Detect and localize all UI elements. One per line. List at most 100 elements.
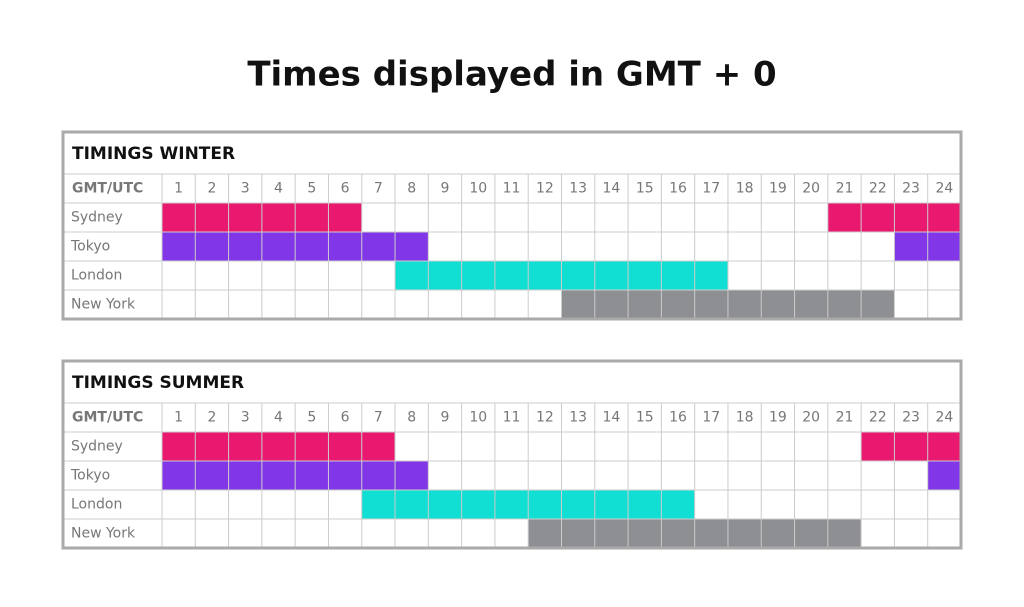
active-cell <box>561 261 595 290</box>
active-cell <box>528 261 562 290</box>
active-cell <box>927 203 961 232</box>
active-cell <box>594 519 629 548</box>
hour-label: 14 <box>603 181 621 197</box>
hour-label: 22 <box>869 181 887 197</box>
hour-label: 20 <box>802 410 820 426</box>
active-cell <box>827 519 862 548</box>
active-cell <box>794 519 828 548</box>
active-cell <box>395 490 429 519</box>
active-cell <box>295 461 329 490</box>
active-cell <box>261 232 296 261</box>
hour-label: 7 <box>374 181 383 197</box>
hour-label: 5 <box>307 410 316 426</box>
active-cell <box>694 519 728 548</box>
hour-label: 16 <box>669 410 687 426</box>
hour-label: 8 <box>407 181 416 197</box>
hour-label: 13 <box>569 410 587 426</box>
hour-label: 18 <box>736 181 754 197</box>
hour-label: 13 <box>569 181 587 197</box>
hour-label: 1 <box>174 181 183 197</box>
header-label: GMT/UTC <box>72 181 143 197</box>
active-cell <box>428 261 462 290</box>
table-border <box>61 130 963 321</box>
active-cell <box>761 290 795 319</box>
row-label: Tokyo <box>70 239 110 255</box>
active-cell <box>395 261 429 290</box>
hour-label: 21 <box>836 410 854 426</box>
row-label: London <box>71 497 122 513</box>
active-cell <box>395 461 429 490</box>
active-cell <box>261 203 296 232</box>
active-cell <box>162 461 196 490</box>
active-cell <box>162 232 196 261</box>
active-cell <box>195 232 229 261</box>
active-cell <box>927 461 961 490</box>
active-cell <box>727 519 762 548</box>
active-cell <box>195 461 229 490</box>
active-cell <box>295 203 329 232</box>
active-cell <box>594 290 629 319</box>
hour-label: 24 <box>935 181 953 197</box>
hour-label: 16 <box>669 181 687 197</box>
hour-label: 2 <box>207 410 216 426</box>
hour-label: 5 <box>307 181 316 197</box>
page-title: Times displayed in GMT + 0 <box>247 55 776 95</box>
hour-label: 19 <box>769 410 787 426</box>
hour-label: 24 <box>935 410 953 426</box>
active-cell <box>261 461 296 490</box>
hour-label: 7 <box>374 410 383 426</box>
hour-label: 21 <box>836 181 854 197</box>
hour-label: 11 <box>503 181 521 197</box>
active-cell <box>894 432 928 461</box>
active-cell <box>494 261 529 290</box>
hour-label: 6 <box>341 181 350 197</box>
active-cell <box>628 290 662 319</box>
active-cell <box>295 432 329 461</box>
active-cell <box>361 490 396 519</box>
active-cell <box>328 461 362 490</box>
active-cell <box>594 261 629 290</box>
hour-label: 23 <box>902 410 920 426</box>
hour-label: 22 <box>869 410 887 426</box>
active-cell <box>328 432 362 461</box>
row-label: New York <box>71 297 136 313</box>
active-cell <box>228 461 262 490</box>
active-cell <box>561 519 595 548</box>
active-cell <box>661 490 695 519</box>
active-cell <box>528 490 562 519</box>
active-cell <box>927 232 961 261</box>
hour-label: 2 <box>207 181 216 197</box>
hour-label: 17 <box>702 181 720 197</box>
active-cell <box>328 203 362 232</box>
active-cell <box>628 490 662 519</box>
header-label: GMT/UTC <box>72 410 143 426</box>
active-cell <box>594 490 629 519</box>
hour-label: 4 <box>274 410 283 426</box>
active-cell <box>428 490 462 519</box>
active-cell <box>361 432 396 461</box>
table-title: TIMINGS WINTER <box>72 144 235 164</box>
hour-label: 14 <box>603 410 621 426</box>
active-cell <box>361 461 396 490</box>
hour-label: 19 <box>769 181 787 197</box>
row-label: New York <box>71 526 136 542</box>
active-cell <box>228 232 262 261</box>
active-cell <box>761 519 795 548</box>
hour-label: 11 <box>503 410 521 426</box>
active-cell <box>794 290 828 319</box>
active-cell <box>261 432 296 461</box>
hour-label: 10 <box>469 410 487 426</box>
active-cell <box>561 490 595 519</box>
active-cell <box>861 203 895 232</box>
active-cell <box>661 261 695 290</box>
active-cell <box>661 519 695 548</box>
hour-label: 6 <box>341 410 350 426</box>
active-cell <box>162 432 196 461</box>
hour-label: 20 <box>802 181 820 197</box>
active-cell <box>927 432 961 461</box>
hour-label: 15 <box>636 181 654 197</box>
active-cell <box>395 232 429 261</box>
hour-label: 4 <box>274 181 283 197</box>
active-cell <box>628 519 662 548</box>
active-cell <box>195 203 229 232</box>
